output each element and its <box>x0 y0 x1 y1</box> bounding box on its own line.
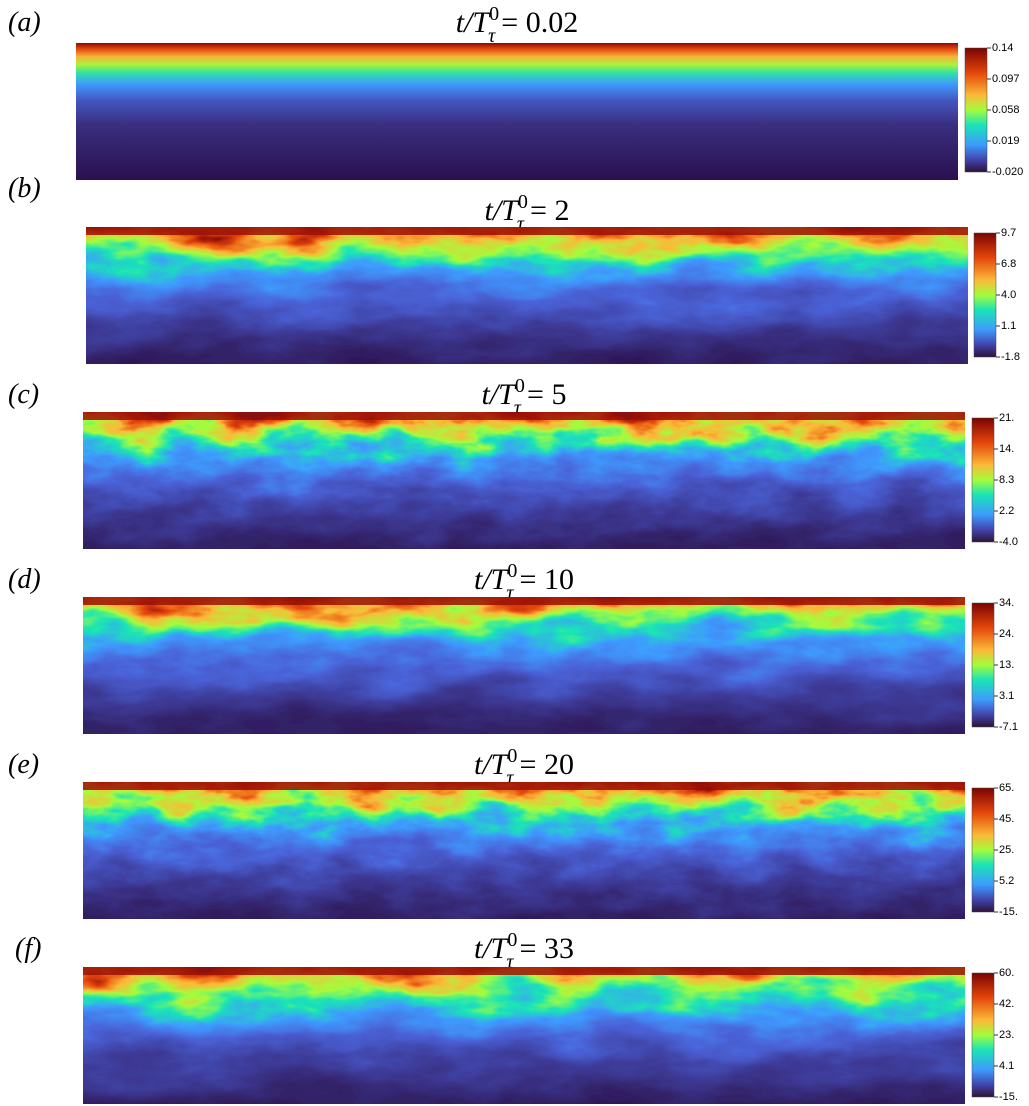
colorbar-tick-label: 3.1 <box>999 690 1014 702</box>
panel-title: t/T0 τ = 10 <box>474 560 574 604</box>
colorbar-tick-label: 0.058 <box>992 104 1020 116</box>
panel-label: (f) <box>15 933 41 964</box>
colorbar-tick-label: 60. <box>999 967 1014 979</box>
colorbar-tick-label: 5.2 <box>999 875 1014 887</box>
panel: (a) t/T0 τ = 0.02 0.14 0.097 0.058 0.019 -0.020 <box>8 3 1023 180</box>
colorbar <box>971 972 995 1098</box>
field-image <box>76 43 958 180</box>
title-sup: 0 <box>507 929 517 951</box>
title-lhs: t/T <box>485 194 521 227</box>
colorbar-tick-label: 25. <box>999 844 1014 856</box>
colorbar-tick-label: -4.0 <box>999 536 1018 548</box>
title-rhs: = 33 <box>520 932 574 965</box>
title-lhs: t/T <box>474 563 510 596</box>
title-sub: τ <box>514 397 522 419</box>
colorbar-tick-label: 4.0 <box>1001 289 1016 301</box>
panel-title: t/T0 τ = 5 <box>482 375 567 419</box>
colorbar-tick-label: 1.1 <box>1001 320 1016 332</box>
colorbar-tick-label: 9.7 <box>1001 227 1016 239</box>
colorbar-tick-label: 14. <box>999 443 1014 455</box>
colorbar <box>971 417 995 543</box>
colorbar-tick-label: 45. <box>999 813 1014 825</box>
colorbar-tick-label: 21. <box>999 412 1014 424</box>
colorbar-tick-label: 2.2 <box>999 505 1014 517</box>
panel-label: (d) <box>8 564 41 595</box>
colorbar-tick-label: 34. <box>999 597 1014 609</box>
title-rhs: = 20 <box>520 748 574 781</box>
colorbar-tick-label: 0.14 <box>992 42 1013 54</box>
panel-title: t/T0 τ = 20 <box>474 745 574 789</box>
field-image <box>86 227 968 364</box>
colorbar-tick-label: 0.019 <box>992 135 1020 147</box>
title-sub: τ <box>506 951 514 973</box>
colorbar-tick-label: -7.1 <box>999 721 1018 733</box>
title-sub: τ <box>517 213 525 235</box>
colorbar-tick-label: 0.097 <box>992 73 1020 85</box>
panel-label: (a) <box>8 7 41 38</box>
colorbar <box>971 602 995 728</box>
title-rhs: = 0.02 <box>501 6 578 39</box>
panel-label: (e) <box>8 749 39 780</box>
title-sup: 0 <box>489 3 499 25</box>
colorbar-tick-label: -15. <box>999 906 1018 918</box>
panel-title: t/T0 τ = 2 <box>485 191 570 235</box>
title-sub: τ <box>506 582 514 604</box>
colorbar-tick-label: -0.020 <box>992 166 1023 178</box>
title-rhs: = 2 <box>530 194 569 227</box>
colorbar-tick-label: 42. <box>999 998 1014 1010</box>
colorbar-tick-label: 65. <box>999 782 1014 794</box>
colorbar-tick-label: 24. <box>999 628 1014 640</box>
panel-label: (b) <box>8 173 41 204</box>
colorbar-tick-label: -1.8 <box>1001 351 1020 363</box>
title-sup: 0 <box>507 745 517 767</box>
title-sup: 0 <box>507 560 517 582</box>
colorbar-tick-label: 4.1 <box>999 1060 1014 1072</box>
title-lhs: t/T <box>456 6 492 39</box>
title-sub: τ <box>506 767 514 789</box>
panel-title: t/T0 τ = 0.02 <box>456 3 578 47</box>
panel: (c) t/T0 τ = 5 21. 14. 8.3 2.2 -4.0 <box>8 375 1018 549</box>
colorbar-tick-label: 8.3 <box>999 474 1014 486</box>
title-sub: τ <box>488 25 496 47</box>
title-lhs: t/T <box>482 378 518 411</box>
field-image <box>83 782 965 919</box>
colorbar-tick-label: 23. <box>999 1029 1014 1041</box>
panel: (b) t/T0 τ = 2 9.7 6.8 4.0 1.1 -1.8 <box>8 173 1020 364</box>
panel-label: (c) <box>8 379 39 410</box>
field-image <box>83 597 965 734</box>
field-image <box>83 967 965 1104</box>
colorbar <box>971 787 995 913</box>
field-image <box>83 412 965 549</box>
colorbar <box>964 47 988 173</box>
title-lhs: t/T <box>474 932 510 965</box>
title-rhs: = 5 <box>527 378 566 411</box>
panel: (d) t/T0 τ = 10 34. 24. 13. 3.1 -7.1 <box>8 560 1018 734</box>
panel-title: t/T0 τ = 33 <box>474 929 574 973</box>
colorbar-tick-label: 6.8 <box>1001 258 1016 270</box>
title-rhs: = 10 <box>520 563 574 596</box>
colorbar-tick-label: 13. <box>999 659 1014 671</box>
panel: (f) t/T0 τ = 33 60. 42. 23. 4.1 -15. <box>15 929 1018 1104</box>
panel: (e) t/T0 τ = 20 65. 45. 25. 5.2 -15. <box>8 745 1018 919</box>
title-sup: 0 <box>518 191 528 213</box>
title-lhs: t/T <box>474 748 510 781</box>
colorbar <box>973 232 997 358</box>
title-sup: 0 <box>515 375 525 397</box>
colorbar-tick-label: -15. <box>999 1091 1018 1103</box>
